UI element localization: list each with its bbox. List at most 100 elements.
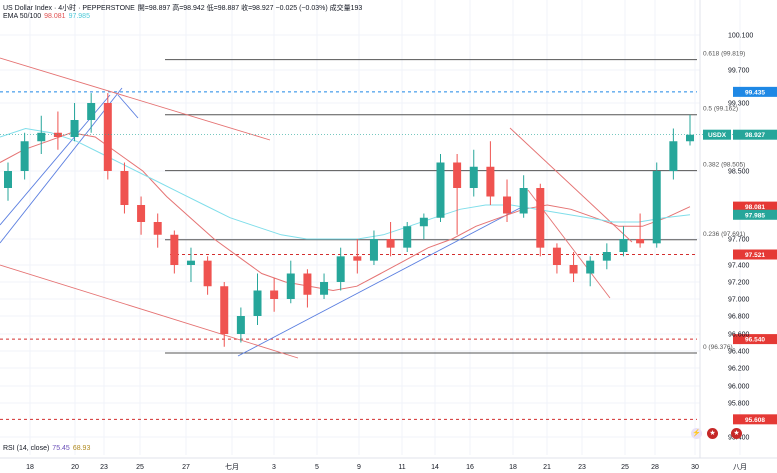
candle-body (419, 217, 428, 227)
time-tick-label: 14 (431, 464, 439, 471)
candle-body (369, 239, 378, 261)
trendlines (0, 57, 633, 359)
price-tick-label: 97.000 (728, 297, 750, 304)
time-tick-label: 9 (357, 464, 361, 471)
rsi-legend[interactable]: RSI (14, close) 75.45 68.93 (3, 445, 93, 452)
time-tick-label: 5 (315, 464, 319, 471)
price-tick-label: 95.800 (728, 401, 750, 408)
candle-body (253, 290, 262, 316)
horizontal-levels: 99.435 97.521 96.540 95.608 (0, 86, 777, 425)
candle-body (686, 134, 694, 142)
level-tag (733, 414, 777, 425)
time-tick-label: 25 (621, 464, 629, 471)
candle-body (303, 273, 312, 295)
candle-body (37, 132, 46, 142)
candle-body (320, 282, 329, 295)
candle-body (636, 239, 645, 244)
price-tick-label: 96.600 (728, 332, 750, 339)
chart-grid (0, 0, 741, 455)
price-tick-label: 97.700 (728, 237, 750, 244)
symbol-title[interactable]: US Dollar Index · 4小时 · PEPPERSTONE (3, 5, 135, 12)
us-flag-icon[interactable]: ★ (707, 428, 718, 439)
candle-body (70, 120, 79, 137)
price-tag-text: 98.927 (745, 132, 765, 139)
time-tick-label: 18 (509, 464, 517, 471)
ema-fast-value: 98.081 (44, 13, 66, 20)
candle-body (120, 171, 129, 205)
candle-body (87, 103, 96, 120)
uptrend-line-4 (237, 207, 521, 357)
candle-body (153, 222, 162, 235)
time-tick-label: 20 (71, 464, 79, 471)
price-tick-label: 96.000 (728, 384, 750, 391)
candle-body (453, 162, 462, 188)
candle-body (137, 205, 146, 222)
lightning-icon[interactable]: ⚡ (691, 428, 702, 439)
price-axis[interactable]: 100.100 99.700 99.300 98.500 97.700 97.400 97.… (699, 0, 753, 458)
time-tick-label: 27 (182, 464, 190, 471)
candle-body (386, 239, 395, 248)
price-tick-label: 99.300 (728, 101, 750, 108)
down-channel-top-2 (509, 127, 633, 243)
price-tick-label: 97.200 (728, 280, 750, 287)
time-axis[interactable]: 18 20 23 25 27 七月 3 5 9 11 14 16 18 21 23 25 28 30 八月 (0, 457, 777, 471)
time-tick-label: 23 (578, 464, 586, 471)
level-tag (733, 334, 777, 345)
candle-body (186, 260, 195, 265)
price-tag-text: 98.081 (745, 204, 765, 211)
fibonacci-levels: 0.618 (99.819) 0.5 (99.162) 0.382 (98.505)… (165, 51, 745, 354)
symbol-tag (703, 129, 731, 140)
rsi-ma-value: 68.93 (72, 445, 91, 452)
candle-body (220, 286, 229, 334)
candle-body (469, 166, 478, 188)
candle-body (586, 260, 595, 274)
candle-body (336, 256, 345, 282)
price-tick-label: 100.100 (728, 33, 753, 40)
candle-body (4, 171, 12, 188)
candle-body (20, 141, 29, 171)
ema-lines (0, 127, 691, 292)
price-tag (733, 129, 777, 140)
ema-legend[interactable]: EMA 50/100 98.081 97.985 (3, 13, 93, 20)
fib-label: 0.5 (99.162) (703, 106, 738, 113)
time-tick-label: 18 (26, 464, 34, 471)
fib-label: 0.236 (97.691) (703, 231, 745, 238)
candle-body (436, 162, 445, 218)
price-tag (733, 201, 777, 212)
symbol-tag-text: USDX (708, 132, 727, 139)
rsi-label: RSI (14, close) (3, 445, 50, 452)
fib-label: 0 (96.376) (703, 344, 733, 351)
price-tick-label: 97.400 (728, 263, 750, 270)
uptrend-line-3 (117, 94, 139, 119)
ema-label: EMA 50/100 (3, 13, 42, 20)
time-tick-label: 28 (651, 464, 659, 471)
price-tag-text: 97.985 (745, 212, 765, 219)
fib-label: 0.382 (98.505) (703, 162, 745, 169)
time-tick-label: 3 (272, 464, 276, 471)
candlesticks (4, 93, 694, 347)
level-tag-text: 99.435 (745, 89, 765, 96)
price-tag (733, 209, 777, 220)
price-tick-label: 96.400 (728, 349, 750, 356)
time-tick-label: 25 (136, 464, 144, 471)
candle-body (403, 226, 412, 248)
candle-body (519, 188, 528, 214)
candle-body (669, 141, 678, 171)
candle-body (103, 103, 112, 171)
us-flag-icon-2[interactable]: ★ (731, 428, 742, 439)
level-tag-text: 95.608 (745, 417, 765, 424)
price-tick-label: 96.200 (728, 366, 750, 373)
level-tag-text: 96.540 (745, 337, 765, 344)
time-tick-label: 30 (691, 464, 699, 471)
time-tick-label: 21 (543, 464, 551, 471)
ema-slow-value: 97.985 (68, 13, 90, 20)
candle-body (569, 265, 578, 274)
ohlc-readout: 開=98.897 高=98.942 低=98.887 收=98.927 −0.0… (137, 5, 363, 12)
time-tick-label: 16 (466, 464, 474, 471)
candle-body (652, 171, 661, 244)
candle-body (203, 260, 212, 287)
time-tick-label: 11 (398, 464, 405, 471)
time-tick-label: 八月 (733, 463, 747, 471)
